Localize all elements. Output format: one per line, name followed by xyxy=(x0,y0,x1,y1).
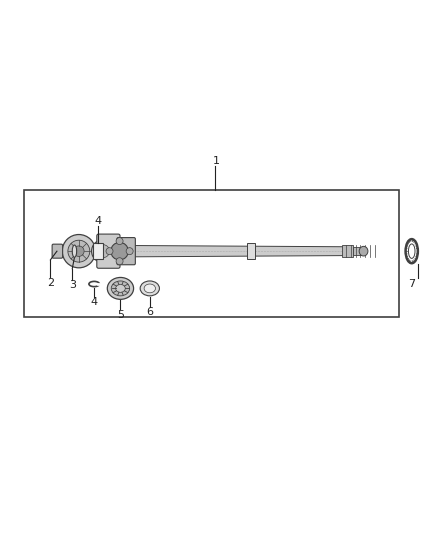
Ellipse shape xyxy=(111,281,130,296)
Circle shape xyxy=(74,246,84,256)
Circle shape xyxy=(96,245,110,258)
Ellipse shape xyxy=(72,245,77,257)
FancyBboxPatch shape xyxy=(52,244,63,258)
Bar xyxy=(93,243,103,259)
Circle shape xyxy=(92,240,114,263)
Circle shape xyxy=(111,243,128,260)
Text: 5: 5 xyxy=(117,310,124,320)
Ellipse shape xyxy=(144,284,155,293)
Circle shape xyxy=(116,238,123,245)
Text: 6: 6 xyxy=(146,307,153,317)
Text: 2: 2 xyxy=(47,278,54,288)
Ellipse shape xyxy=(408,244,415,259)
Text: 7: 7 xyxy=(408,279,415,288)
Text: 3: 3 xyxy=(69,280,76,290)
Ellipse shape xyxy=(140,281,159,296)
Bar xyxy=(61,248,78,254)
Circle shape xyxy=(116,258,123,265)
Polygon shape xyxy=(125,246,353,257)
Circle shape xyxy=(68,240,90,262)
Text: 4: 4 xyxy=(91,297,98,308)
Ellipse shape xyxy=(116,285,125,292)
FancyBboxPatch shape xyxy=(97,234,120,268)
Text: 1: 1 xyxy=(213,156,220,166)
Circle shape xyxy=(126,248,133,255)
Bar xyxy=(247,243,255,259)
Bar xyxy=(342,245,353,257)
FancyBboxPatch shape xyxy=(117,238,135,265)
Bar xyxy=(353,247,361,255)
Circle shape xyxy=(62,235,95,268)
Bar xyxy=(24,190,399,317)
Circle shape xyxy=(106,248,113,255)
Text: 4: 4 xyxy=(95,216,102,227)
Ellipse shape xyxy=(107,278,134,300)
Ellipse shape xyxy=(359,246,368,256)
